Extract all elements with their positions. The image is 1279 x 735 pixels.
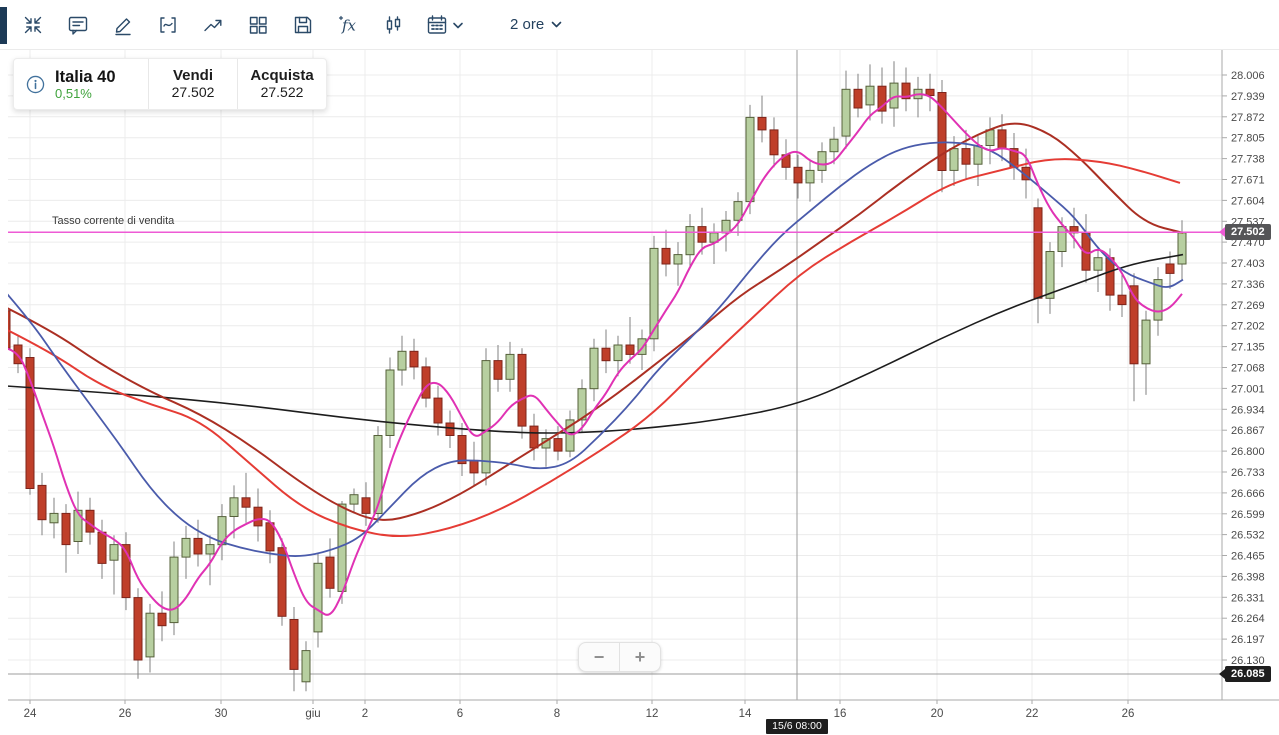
svg-text:fx: fx [341, 16, 357, 34]
indicator-brackets-icon [160, 16, 176, 33]
candlestick-series [8, 61, 1187, 692]
svg-text:26.800: 26.800 [1231, 446, 1265, 458]
indicators-button[interactable] [155, 12, 181, 38]
svg-text:26.197: 26.197 [1231, 634, 1265, 646]
price-axis[interactable]: 28.006 27.939 27.872 27.805 27.738 27.671 27.6… [1221, 50, 1265, 700]
svg-text:27.604: 27.604 [1231, 195, 1265, 207]
calendar-button[interactable] [425, 12, 465, 38]
timeframe-selector[interactable]: 2 ore [510, 16, 562, 33]
badge-arrow [1219, 669, 1225, 679]
calendar-icon [427, 14, 463, 34]
collapse-icon [24, 16, 42, 33]
svg-text:26.532: 26.532 [1231, 530, 1265, 542]
chart-type-button[interactable] [380, 12, 406, 38]
sell-button[interactable]: Vendi 27.502 [148, 59, 237, 109]
crosshair-time-badge: 15/6 08:00 [766, 719, 828, 734]
collapse-button[interactable] [20, 12, 46, 38]
svg-text:26.666: 26.666 [1231, 488, 1265, 500]
svg-text:26.465: 26.465 [1231, 551, 1265, 563]
svg-text:26.264: 26.264 [1231, 613, 1265, 625]
svg-text:27.470: 27.470 [1231, 237, 1265, 249]
sell-rate-line-label: Tasso corrente di vendita [52, 215, 175, 227]
news-icon [68, 16, 88, 35]
ma-fast-magenta [8, 93, 1183, 616]
timeframe-label: 2 ore [510, 16, 545, 33]
svg-text:26.733: 26.733 [1231, 467, 1265, 479]
svg-text:20: 20 [931, 708, 944, 720]
svg-text:30: 30 [215, 708, 228, 720]
instrument-name: Italia 40 [55, 67, 116, 86]
svg-text:27.202: 27.202 [1231, 321, 1265, 333]
svg-text:27.403: 27.403 [1231, 258, 1265, 270]
svg-text:8: 8 [554, 708, 560, 720]
change-percent: 0,51% [55, 85, 92, 101]
svg-text:26.867: 26.867 [1231, 425, 1265, 437]
buy-label: Acquista [250, 67, 314, 84]
sell-label: Vendi [172, 67, 213, 84]
svg-text:27.068: 27.068 [1231, 363, 1265, 375]
svg-text:27.872: 27.872 [1231, 112, 1265, 124]
draw-button[interactable] [110, 12, 136, 38]
chevron-down-icon [551, 21, 562, 27]
svg-text:27.001: 27.001 [1231, 383, 1265, 395]
svg-text:2: 2 [362, 708, 368, 720]
gridlines [8, 50, 1222, 700]
sell-price: 27.502 [171, 84, 215, 100]
zoom-controls: − + [578, 642, 661, 672]
svg-text:22: 22 [1026, 708, 1039, 720]
svg-text:27.738: 27.738 [1231, 154, 1265, 166]
instrument-card: Italia 40 0,51% Vendi 27.502 Acquista 27… [13, 58, 327, 110]
svg-text:26.934: 26.934 [1231, 404, 1265, 416]
svg-text:27.805: 27.805 [1231, 133, 1265, 145]
svg-text:27.671: 27.671 [1231, 175, 1265, 187]
svg-text:26.398: 26.398 [1231, 571, 1265, 583]
panel-edge [0, 7, 7, 44]
trend-line-button[interactable] [200, 12, 226, 38]
badge-arrow [1219, 227, 1225, 237]
save-button[interactable] [290, 12, 316, 38]
buy-button[interactable]: Acquista 27.522 [237, 59, 326, 109]
fx-icon: fx [338, 15, 357, 34]
news-button[interactable] [65, 12, 91, 38]
buy-price: 27.522 [260, 84, 304, 100]
pencil-icon [115, 17, 131, 35]
functions-button[interactable]: fx [335, 12, 361, 38]
svg-text:27.336: 27.336 [1231, 279, 1265, 291]
current-price-badge: 27.502 [1219, 224, 1271, 240]
moving-averages [8, 93, 1184, 616]
zoom-out-button[interactable]: − [579, 643, 620, 671]
svg-text:14: 14 [739, 708, 752, 720]
save-icon [294, 16, 312, 33]
trend-arrow-icon [204, 19, 222, 31]
grid-icon [249, 16, 267, 34]
candlestick-icon [386, 15, 401, 34]
svg-text:27.939: 27.939 [1231, 91, 1265, 103]
svg-text:26: 26 [1122, 708, 1135, 720]
instrument-info: Italia 40 0,51% [14, 59, 148, 109]
low-price-badge: 26.085 [1219, 666, 1271, 682]
layout-grid-button[interactable] [245, 12, 271, 38]
time-axis[interactable]: 24 26 30 giu 2 6 8 12 14 16 20 22 26 [8, 699, 1279, 720]
chart-toolbar: fx 2 ore [0, 0, 1279, 50]
svg-text:26.130: 26.130 [1231, 655, 1265, 667]
info-icon[interactable] [25, 74, 46, 95]
svg-text:26: 26 [119, 708, 132, 720]
ma-slow-dark-red [8, 122, 1184, 521]
svg-text:28.006: 28.006 [1231, 70, 1265, 82]
svg-text:16: 16 [834, 708, 847, 720]
ma-slower-red [8, 158, 1181, 538]
svg-text:26.331: 26.331 [1231, 592, 1265, 604]
svg-text:6: 6 [457, 708, 463, 720]
svg-text:24: 24 [24, 708, 37, 720]
svg-text:27.135: 27.135 [1231, 342, 1265, 354]
svg-text:giu: giu [305, 708, 320, 720]
svg-text:26.599: 26.599 [1231, 509, 1265, 521]
ma-slowest-black [8, 253, 1184, 434]
svg-text:12: 12 [646, 708, 659, 720]
zoom-in-button[interactable]: + [634, 646, 646, 667]
ma-medium-blue [8, 141, 1184, 557]
svg-text:27.269: 27.269 [1231, 300, 1265, 312]
